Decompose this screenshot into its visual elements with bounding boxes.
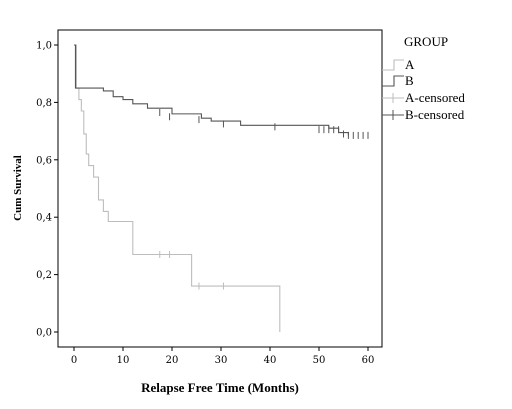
legend-swatch bbox=[382, 75, 404, 87]
legend-label: B bbox=[405, 73, 414, 88]
legend-label: A-censored bbox=[405, 90, 465, 105]
y-tick-label: 0,8 bbox=[36, 98, 52, 109]
y-axis-title: Cum Survival bbox=[12, 155, 24, 221]
legend: GROUP AB A-censored B-censored bbox=[382, 34, 465, 122]
y-tick-label: 1,0 bbox=[36, 41, 52, 52]
x-tick-label: 30 bbox=[215, 355, 228, 366]
y-tick-label: 0,0 bbox=[36, 328, 52, 339]
legend-entry: A bbox=[382, 57, 415, 72]
legend-title: GROUP bbox=[404, 34, 448, 49]
legend-label: B-censored bbox=[405, 107, 465, 122]
legend-entry: B-censored bbox=[382, 107, 465, 122]
x-tick-label: 50 bbox=[313, 355, 326, 366]
legend-entry: A-censored bbox=[382, 90, 465, 105]
series-line-a bbox=[74, 44, 281, 332]
x-axis: 0 10 20 30 40 50 60 bbox=[71, 347, 375, 366]
x-tick-label: 60 bbox=[362, 355, 375, 366]
y-axis: 0,0 0,2 0,4 0,6 0,8 1,0 bbox=[36, 41, 58, 339]
x-tick-label: 0 bbox=[71, 355, 77, 366]
x-axis-title: Relapse Free Time (Months) bbox=[141, 380, 299, 395]
y-tick-label: 0,6 bbox=[36, 155, 52, 166]
y-tick-label: 0,4 bbox=[36, 213, 52, 224]
y-tick-label: 0,2 bbox=[36, 270, 52, 281]
x-tick-label: 20 bbox=[166, 355, 179, 366]
legend-entry: B bbox=[382, 73, 414, 88]
legend-label: A bbox=[405, 57, 415, 72]
plot-frame bbox=[57, 29, 383, 348]
x-tick-label: 10 bbox=[117, 355, 130, 366]
x-tick-label: 40 bbox=[264, 355, 277, 366]
legend-swatch bbox=[382, 59, 404, 71]
series-layer bbox=[74, 44, 369, 332]
